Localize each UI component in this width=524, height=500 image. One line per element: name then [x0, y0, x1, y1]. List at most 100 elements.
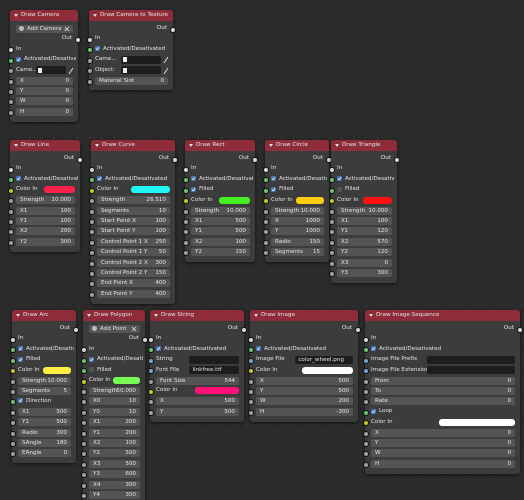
socket[interactable]: [9, 430, 16, 437]
checkbox[interactable]: [18, 356, 23, 362]
socket[interactable]: [80, 492, 87, 499]
socket[interactable]: [362, 409, 369, 416]
socket[interactable]: [7, 208, 14, 215]
color-swatch[interactable]: [43, 186, 75, 194]
socket[interactable]: [9, 357, 16, 364]
socket[interactable]: [147, 388, 154, 395]
color-swatch[interactable]: [301, 366, 353, 374]
socket[interactable]: [247, 357, 254, 364]
number-field[interactable]: Y 1000: [271, 227, 324, 236]
socket[interactable]: [262, 229, 269, 236]
number-field[interactable]: Y1 120: [337, 227, 392, 236]
node-header[interactable]: Draw Rect: [185, 140, 255, 151]
socket[interactable]: [7, 47, 14, 54]
socket[interactable]: [393, 156, 400, 163]
number-field[interactable]: Y0 10: [89, 407, 140, 416]
socket[interactable]: [88, 229, 95, 236]
socket[interactable]: [9, 420, 16, 427]
socket[interactable]: [262, 187, 269, 194]
socket[interactable]: [88, 260, 95, 267]
number-field[interactable]: X2 100: [89, 438, 140, 447]
socket[interactable]: [362, 336, 369, 343]
socket[interactable]: [362, 451, 369, 458]
number-field[interactable]: Y 500: [256, 386, 353, 395]
socket[interactable]: [7, 109, 14, 116]
socket[interactable]: [80, 482, 87, 489]
text-field[interactable]: [189, 355, 239, 364]
socket[interactable]: [247, 368, 254, 375]
socket[interactable]: [9, 368, 16, 375]
number-field[interactable]: Strength 50.000: [89, 386, 140, 395]
picker-field[interactable]: [120, 55, 161, 64]
socket[interactable]: [182, 239, 189, 246]
checkbox[interactable]: [271, 186, 276, 192]
socket[interactable]: [9, 451, 16, 458]
checkbox[interactable]: [95, 46, 100, 52]
socket[interactable]: [9, 440, 16, 447]
number-field[interactable]: Control Point 1 X 250: [97, 237, 170, 246]
checkbox[interactable]: [97, 176, 102, 182]
number-field[interactable]: End Point Y 400: [97, 289, 170, 298]
socket[interactable]: [80, 451, 87, 458]
socket[interactable]: [262, 177, 269, 184]
socket[interactable]: [147, 368, 154, 375]
number-field[interactable]: Start Point X 100: [97, 216, 170, 225]
socket[interactable]: [88, 166, 95, 173]
socket[interactable]: [7, 218, 14, 225]
number-field[interactable]: Y1 500: [18, 418, 71, 427]
number-field[interactable]: From 0: [371, 376, 515, 385]
socket[interactable]: [354, 326, 361, 333]
socket[interactable]: [7, 88, 14, 95]
socket[interactable]: [80, 368, 87, 375]
socket[interactable]: [76, 156, 83, 163]
socket[interactable]: [247, 347, 254, 354]
checkbox[interactable]: [16, 176, 21, 182]
checkbox[interactable]: [191, 176, 196, 182]
socket[interactable]: [88, 281, 95, 288]
number-field[interactable]: Strength 10.000: [18, 376, 71, 385]
number-field[interactable]: Y1 500: [191, 227, 250, 236]
number-field[interactable]: Radio 300: [18, 428, 71, 437]
number-field[interactable]: EAngle 0: [18, 449, 71, 458]
color-swatch[interactable]: [295, 196, 324, 204]
eyedropper[interactable]: [68, 66, 74, 79]
number-field[interactable]: Y 500: [156, 407, 239, 416]
socket[interactable]: [362, 378, 369, 385]
socket[interactable]: [147, 347, 154, 354]
socket[interactable]: [7, 177, 14, 184]
socket[interactable]: [80, 388, 87, 395]
number-field[interactable]: X2 570: [337, 237, 392, 246]
socket[interactable]: [7, 229, 14, 236]
socket[interactable]: [80, 472, 87, 479]
socket[interactable]: [247, 336, 254, 343]
socket[interactable]: [182, 177, 189, 184]
socket[interactable]: [362, 388, 369, 395]
node-header[interactable]: Draw Circle: [265, 140, 329, 151]
color-swatch[interactable]: [42, 366, 71, 374]
socket[interactable]: [240, 326, 247, 333]
socket[interactable]: [9, 347, 16, 354]
checkbox[interactable]: [18, 346, 23, 352]
node[interactable]: Draw Image Out In Activated/Desativated Imag…: [247, 310, 361, 422]
socket[interactable]: [72, 326, 79, 333]
socket[interactable]: [74, 36, 81, 43]
socket[interactable]: [80, 409, 87, 416]
number-field[interactable]: Rate 0: [371, 397, 515, 406]
socket[interactable]: [80, 461, 87, 468]
socket[interactable]: [80, 420, 87, 427]
node-header[interactable]: Draw String: [150, 310, 244, 321]
socket[interactable]: [362, 420, 369, 427]
color-swatch[interactable]: [195, 387, 239, 395]
checkbox[interactable]: [256, 346, 261, 352]
picker-field[interactable]: [120, 66, 161, 75]
socket[interactable]: [9, 399, 16, 406]
socket[interactable]: [7, 198, 14, 205]
socket[interactable]: [147, 378, 154, 385]
socket[interactable]: [88, 291, 95, 298]
number-field[interactable]: End Point X 400: [97, 279, 170, 288]
